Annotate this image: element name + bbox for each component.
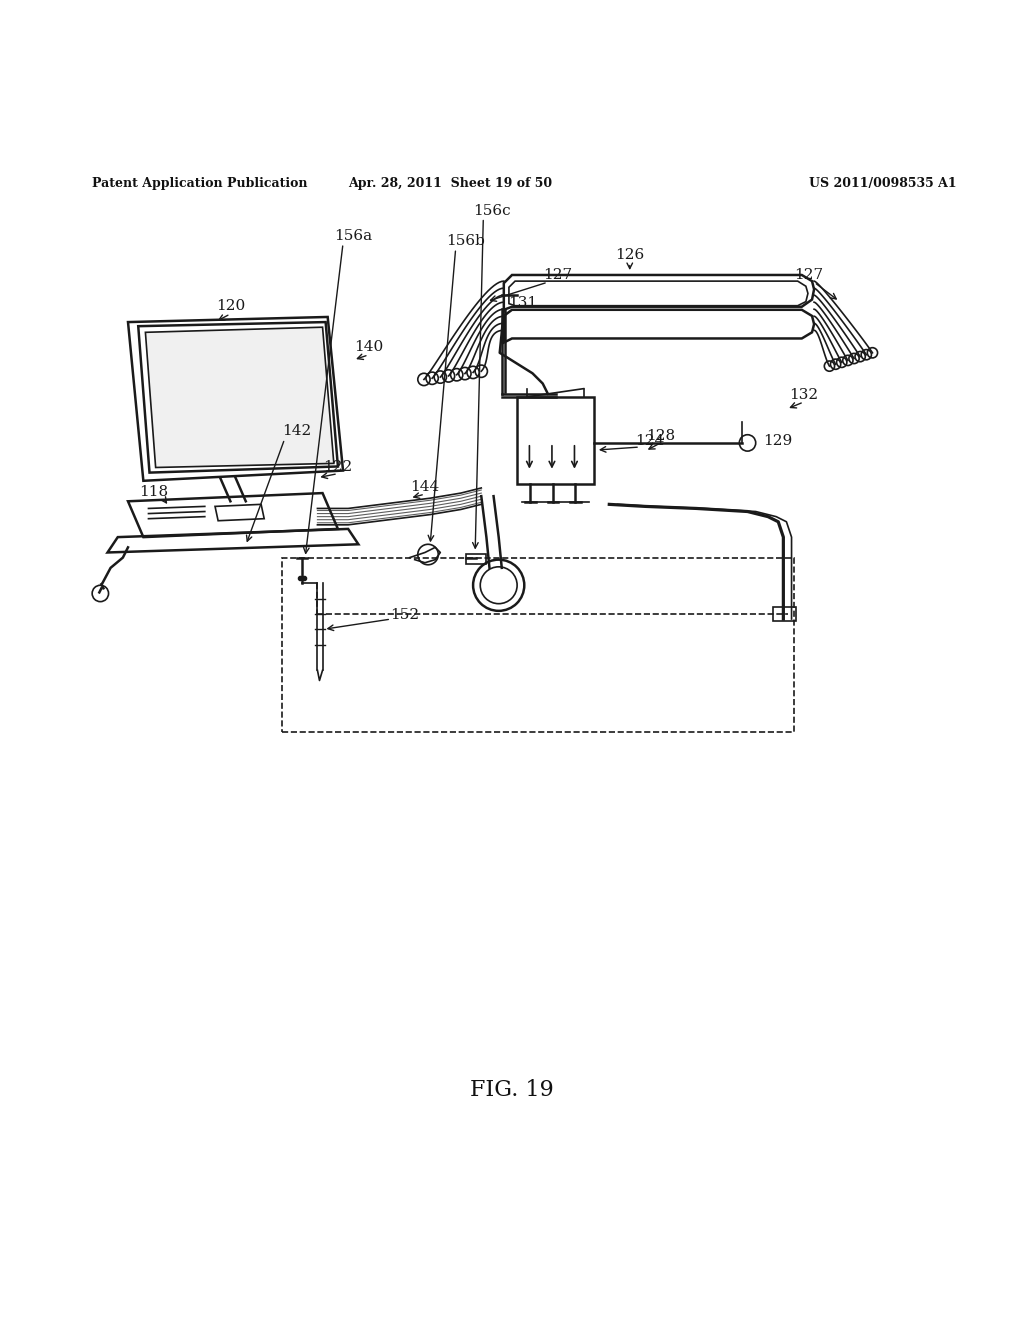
Bar xyxy=(517,397,594,484)
Bar xyxy=(466,553,486,564)
Text: 127: 127 xyxy=(795,268,823,282)
Text: 131: 131 xyxy=(508,296,537,310)
Text: Apr. 28, 2011  Sheet 19 of 50: Apr. 28, 2011 Sheet 19 of 50 xyxy=(348,177,553,190)
Text: 142: 142 xyxy=(283,424,311,438)
Text: 156b: 156b xyxy=(446,234,485,248)
Text: 127: 127 xyxy=(544,268,572,282)
Text: US 2011/0098535 A1: US 2011/0098535 A1 xyxy=(809,177,956,190)
Text: 118: 118 xyxy=(139,486,168,499)
Text: FIG. 19: FIG. 19 xyxy=(470,1078,554,1101)
Bar xyxy=(282,557,794,731)
Text: 126: 126 xyxy=(615,248,644,261)
Text: 152: 152 xyxy=(390,609,419,622)
Text: Patent Application Publication: Patent Application Publication xyxy=(92,177,307,190)
Text: 124: 124 xyxy=(636,434,665,447)
Text: 128: 128 xyxy=(646,429,675,442)
Text: 156a: 156a xyxy=(334,230,373,243)
Polygon shape xyxy=(145,327,334,467)
Text: 156c: 156c xyxy=(473,203,510,218)
Text: 140: 140 xyxy=(354,339,383,354)
Text: 120: 120 xyxy=(216,298,245,313)
Text: 132: 132 xyxy=(790,388,818,401)
Text: 144: 144 xyxy=(411,480,439,494)
Text: 129: 129 xyxy=(764,434,793,447)
Text: 122: 122 xyxy=(324,459,352,474)
Bar xyxy=(773,607,796,622)
